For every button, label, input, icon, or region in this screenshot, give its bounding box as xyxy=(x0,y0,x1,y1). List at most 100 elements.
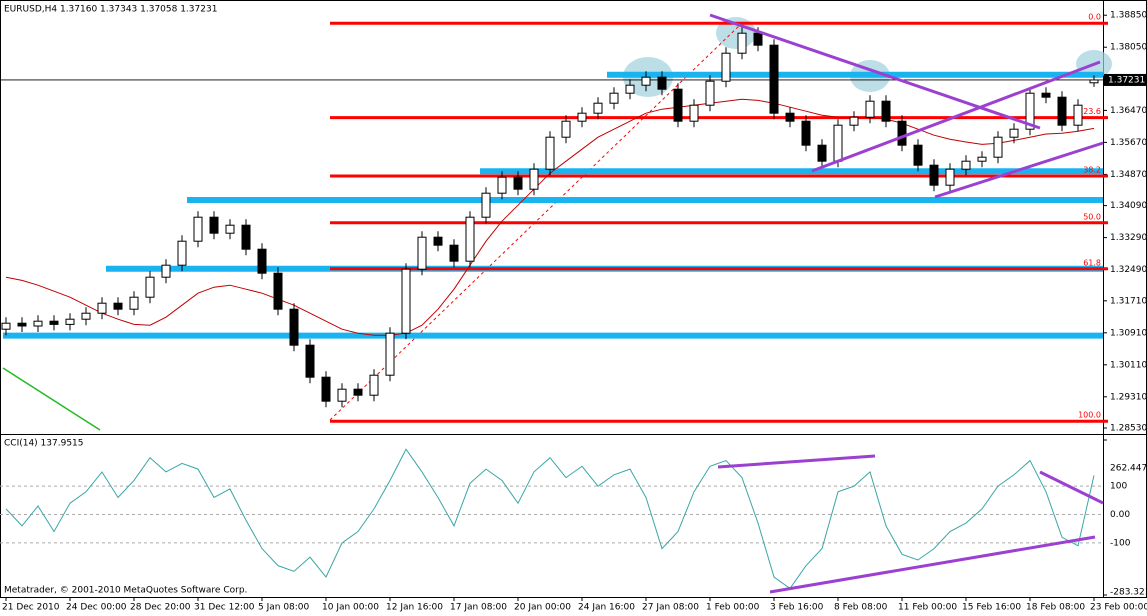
candle-body xyxy=(209,216,219,234)
y-tick-label: 100 xyxy=(1110,482,1127,492)
x-tick-label: 3 Feb 16:00 xyxy=(770,603,824,613)
candle-body xyxy=(609,92,619,104)
candle-body xyxy=(385,332,395,376)
y-tick-label: 1.31710 xyxy=(1110,296,1147,306)
candle-body xyxy=(865,100,875,118)
candle-body xyxy=(1041,92,1051,98)
candle-body xyxy=(929,164,939,186)
candle-body xyxy=(625,84,635,94)
fib-label: 100.0 xyxy=(1078,411,1101,420)
y-tick-label: 1.29310 xyxy=(1110,392,1147,402)
x-tick-label: 28 Dec 20:00 xyxy=(130,603,191,613)
x-tick-label: 24 Jan 16:00 xyxy=(578,603,635,613)
y-tick-label: 1.34870 xyxy=(1110,170,1147,180)
candle-body xyxy=(65,318,75,325)
divergence-line xyxy=(717,454,876,469)
chart-title: EURUSD,H4 1.37160 1.37343 1.37058 1.3723… xyxy=(4,5,217,15)
candle-body xyxy=(497,176,507,194)
candle-body xyxy=(225,224,235,234)
candle-body xyxy=(737,32,747,54)
y-tick-label: -283.321 xyxy=(1110,588,1147,598)
trend-line xyxy=(811,60,1101,173)
y-tick-label: 1.35670 xyxy=(1110,138,1147,148)
x-tick-label: 17 Jan 08:00 xyxy=(450,603,507,613)
fib-label: 38.2 xyxy=(1083,166,1101,175)
candle-body xyxy=(321,376,331,402)
candle-body xyxy=(849,116,859,126)
trend-line xyxy=(2,367,101,431)
candle-body xyxy=(1089,79,1099,84)
candle-body xyxy=(945,168,955,186)
candle-body xyxy=(993,136,1003,158)
fib-label: 23.6 xyxy=(1083,107,1101,116)
candle-body xyxy=(257,248,267,274)
candle-body xyxy=(241,224,251,250)
candle-body xyxy=(97,302,107,314)
x-tick-label: 10 Jan 00:00 xyxy=(322,603,379,613)
y-tick-label: 1.36470 xyxy=(1110,106,1147,116)
candle-body xyxy=(113,302,123,310)
candle-body xyxy=(417,236,427,270)
candle-body xyxy=(833,124,843,162)
candle-body xyxy=(977,156,987,162)
x-tick-label: 31 Dec 12:00 xyxy=(194,603,255,613)
y-tick-label: 0.00 xyxy=(1110,510,1130,520)
x-tick-label: 21 Dec 2010 xyxy=(2,603,60,613)
x-tick-label: 20 Jan 00:00 xyxy=(514,603,571,613)
fib-label: 50.0 xyxy=(1083,212,1101,221)
candle-body xyxy=(433,236,443,246)
candle-body xyxy=(577,112,587,122)
candle-body xyxy=(1025,92,1035,130)
candle-body xyxy=(785,112,795,122)
candle-body xyxy=(481,192,491,218)
candle-body xyxy=(161,264,171,278)
fib-label: 0.0 xyxy=(1088,13,1101,22)
candle-body xyxy=(641,76,651,86)
candle-body xyxy=(545,136,555,170)
last-price-label: 1.37231 xyxy=(1108,75,1145,85)
y-tick-label: -100 xyxy=(1110,538,1131,548)
y-tick-label: 262.4477 xyxy=(1110,464,1147,474)
last-price-box xyxy=(1104,73,1147,86)
candle-body xyxy=(465,216,475,262)
candle-body xyxy=(17,322,27,327)
candle-body xyxy=(1,322,11,330)
y-tick-label: 1.34090 xyxy=(1110,201,1147,211)
y-tick-label: 1.38850 xyxy=(1110,11,1147,21)
candle-body xyxy=(145,276,155,298)
candle-body xyxy=(129,296,139,310)
candle-body xyxy=(753,32,763,46)
candle-body xyxy=(449,244,459,262)
candle-body xyxy=(289,308,299,346)
candle-body xyxy=(337,388,347,402)
candle-body xyxy=(1057,96,1067,126)
candle-body xyxy=(961,160,971,170)
candle-body xyxy=(369,374,379,396)
candle-body xyxy=(673,88,683,122)
x-tick-label: 1 Feb 00:00 xyxy=(706,603,760,613)
x-tick-label: 11 Feb 00:00 xyxy=(898,603,957,613)
candle-body xyxy=(1073,104,1083,126)
candle-body xyxy=(305,344,315,378)
candle-body xyxy=(881,100,891,122)
candle-body xyxy=(817,144,827,162)
candle-body xyxy=(81,312,91,320)
x-tick-label: 12 Jan 16:00 xyxy=(386,603,443,613)
candle-body xyxy=(769,44,779,114)
candle-body xyxy=(689,104,699,122)
candle-body xyxy=(513,176,523,190)
candle-body xyxy=(353,388,363,396)
candle-body xyxy=(33,320,43,327)
x-tick-label: 23 Feb 00:00 xyxy=(1090,603,1147,613)
y-tick-label: 1.32490 xyxy=(1110,265,1147,275)
candle-body xyxy=(177,240,187,266)
y-tick-label: 1.30110 xyxy=(1110,360,1147,370)
candle-body xyxy=(897,120,907,146)
divergence-line xyxy=(1039,470,1104,505)
x-tick-label: 5 Jan 08:00 xyxy=(258,603,310,613)
x-tick-label: 8 Feb 08:00 xyxy=(834,603,888,613)
fib-label: 61.8 xyxy=(1083,258,1101,267)
candle-body xyxy=(193,216,203,242)
divergence-line xyxy=(769,535,1096,594)
